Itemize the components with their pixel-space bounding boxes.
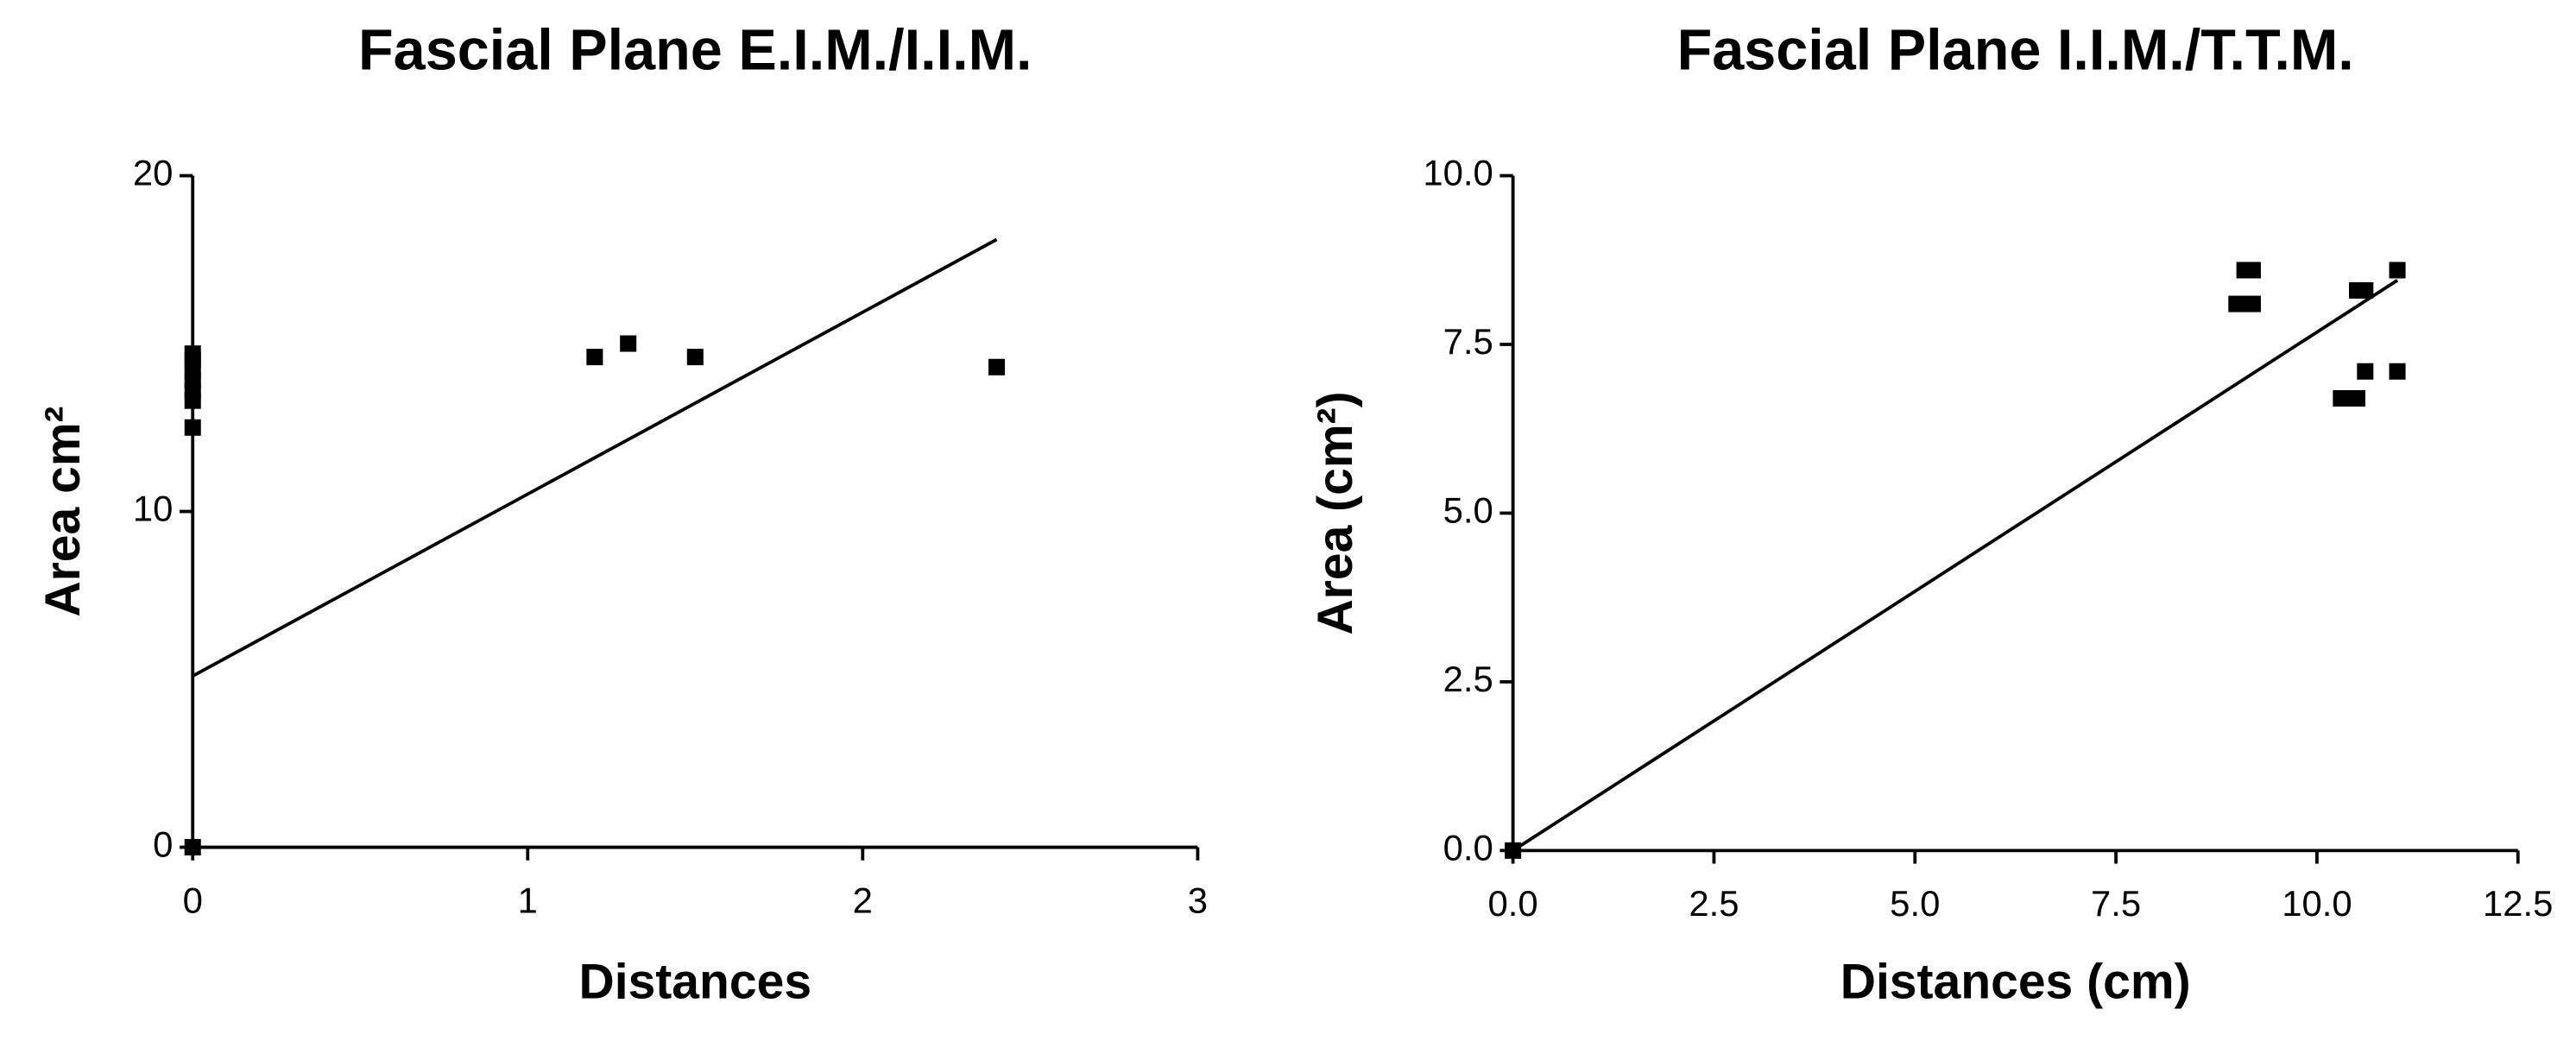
- point: [2348, 390, 2366, 407]
- point: [2357, 363, 2374, 380]
- point: [184, 345, 201, 363]
- y-tick-label: 20: [133, 153, 174, 193]
- point: [184, 839, 201, 856]
- point: [2244, 295, 2261, 312]
- point: [686, 349, 704, 366]
- y-tick-label: 0: [153, 824, 173, 865]
- x-tick-label: 10.0: [2282, 883, 2352, 924]
- y-axis-label: Area cm²: [35, 406, 91, 616]
- point: [2333, 390, 2350, 407]
- x-tick-label: 12.5: [2483, 883, 2553, 924]
- x-tick-label: 1: [518, 880, 538, 920]
- y-tick-label: 2.5: [1443, 659, 1493, 699]
- point: [586, 349, 603, 366]
- chart-title: Fascial Plane E.I.M./I.I.M.: [358, 18, 1032, 82]
- x-tick-label: 0.0: [1488, 883, 1538, 924]
- x-axis-label: Distances (cm): [1840, 954, 2191, 1009]
- fit-line: [1512, 279, 2399, 852]
- y-tick-label: 10.0: [1423, 153, 1493, 193]
- x-tick-label: 2.5: [1689, 883, 1739, 924]
- point: [2244, 262, 2261, 279]
- x-tick-label: 3: [1188, 880, 1208, 920]
- point: [988, 358, 1006, 375]
- y-tick-label: 10: [133, 489, 174, 529]
- y-tick-label: 5.0: [1443, 489, 1493, 530]
- y-tick-label: 7.5: [1443, 321, 1493, 362]
- y-tick-label: 0.0: [1443, 827, 1493, 868]
- y-axis-label: Area (cm²): [1308, 391, 1363, 634]
- point: [2389, 262, 2406, 279]
- fit-line: [192, 237, 998, 678]
- point: [2389, 363, 2406, 380]
- point: [184, 419, 201, 436]
- x-tick-label: 7.5: [2091, 883, 2141, 924]
- x-tick-label: 0: [183, 880, 203, 920]
- chart-title: Fascial Plane I.I.M./T.T.M.: [1677, 18, 2354, 82]
- point: [1505, 842, 1522, 859]
- x-axis-label: Distances: [579, 954, 812, 1009]
- point: [2357, 281, 2374, 299]
- point: [2228, 295, 2245, 312]
- x-tick-label: 2: [853, 880, 873, 920]
- x-tick-label: 5.0: [1890, 883, 1940, 924]
- point: [620, 335, 637, 352]
